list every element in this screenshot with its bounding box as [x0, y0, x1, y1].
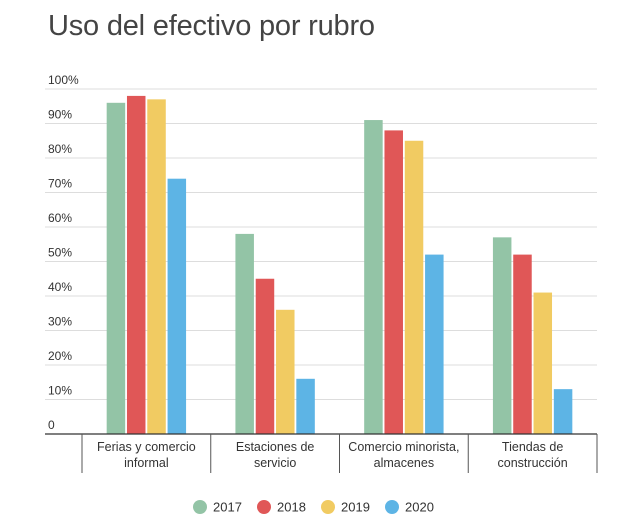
legend-item-2018[interactable]: 2018 — [257, 500, 306, 515]
y-tick-label: 80% — [48, 142, 72, 156]
bar-2018-3 — [384, 130, 403, 434]
legend-item-2017[interactable]: 2017 — [193, 500, 242, 515]
legend-label: 2019 — [341, 500, 370, 515]
y-axis-ticks: 0 10% 20% 30% 40% 50% 60% 70% 80% 90% 100% — [48, 73, 79, 432]
x-tick-label: Comercio minorista, almacenes — [348, 440, 459, 470]
bar-2020-1 — [167, 178, 187, 434]
x-tick-label: Ferias y comercio informal — [97, 440, 196, 470]
legend-swatch — [257, 500, 271, 514]
y-tick-label: 90% — [48, 108, 72, 122]
bar-2017-4 — [492, 237, 512, 434]
y-tick-label: 70% — [48, 177, 72, 191]
y-tick-label: 100% — [48, 73, 79, 87]
bar-2020-2 — [296, 378, 315, 434]
chart-title: Uso del efectivo por rubro — [48, 10, 375, 42]
y-tick-label: 40% — [48, 280, 72, 294]
bar-2017-2 — [235, 233, 254, 434]
bar-2018-2 — [255, 278, 275, 434]
y-tick-label: 20% — [48, 349, 72, 363]
legend-item-2020[interactable]: 2020 — [385, 500, 434, 515]
legend-label: 2017 — [213, 500, 242, 515]
bar-2018-4 — [513, 254, 532, 434]
legend-swatch — [385, 500, 399, 514]
bars — [106, 95, 573, 435]
bar-2017-3 — [364, 120, 383, 435]
bar-2018-1 — [126, 95, 146, 435]
bar-2019-1 — [147, 99, 166, 434]
legend-swatch — [321, 500, 335, 514]
legend-label: 2020 — [405, 500, 434, 515]
y-tick-label: 30% — [48, 315, 72, 329]
y-tick-label: 60% — [48, 211, 72, 225]
y-tick-label: 50% — [48, 246, 72, 260]
legend-item-2019[interactable]: 2019 — [321, 500, 370, 515]
legend[interactable]: 2017 2018 2019 2020 — [193, 500, 434, 515]
x-axis — [45, 433, 598, 473]
legend-label: 2018 — [277, 500, 306, 515]
y-tick-label: 10% — [48, 384, 72, 398]
x-tick-label: Tiendas de construcción — [498, 440, 568, 470]
legend-swatch — [193, 500, 207, 514]
y-tick-label: 0 — [48, 418, 55, 432]
x-axis-ticks: Ferias y comercio informal Estaciones de se… — [97, 440, 568, 470]
bar-2019-2 — [276, 309, 295, 434]
bar-2020-4 — [553, 389, 573, 434]
bar-2017-1 — [106, 102, 126, 435]
bar-2019-3 — [404, 140, 424, 434]
bar-2020-3 — [425, 254, 444, 434]
x-tick-label: Estaciones de servicio — [236, 440, 315, 470]
bar-2019-4 — [533, 292, 553, 434]
